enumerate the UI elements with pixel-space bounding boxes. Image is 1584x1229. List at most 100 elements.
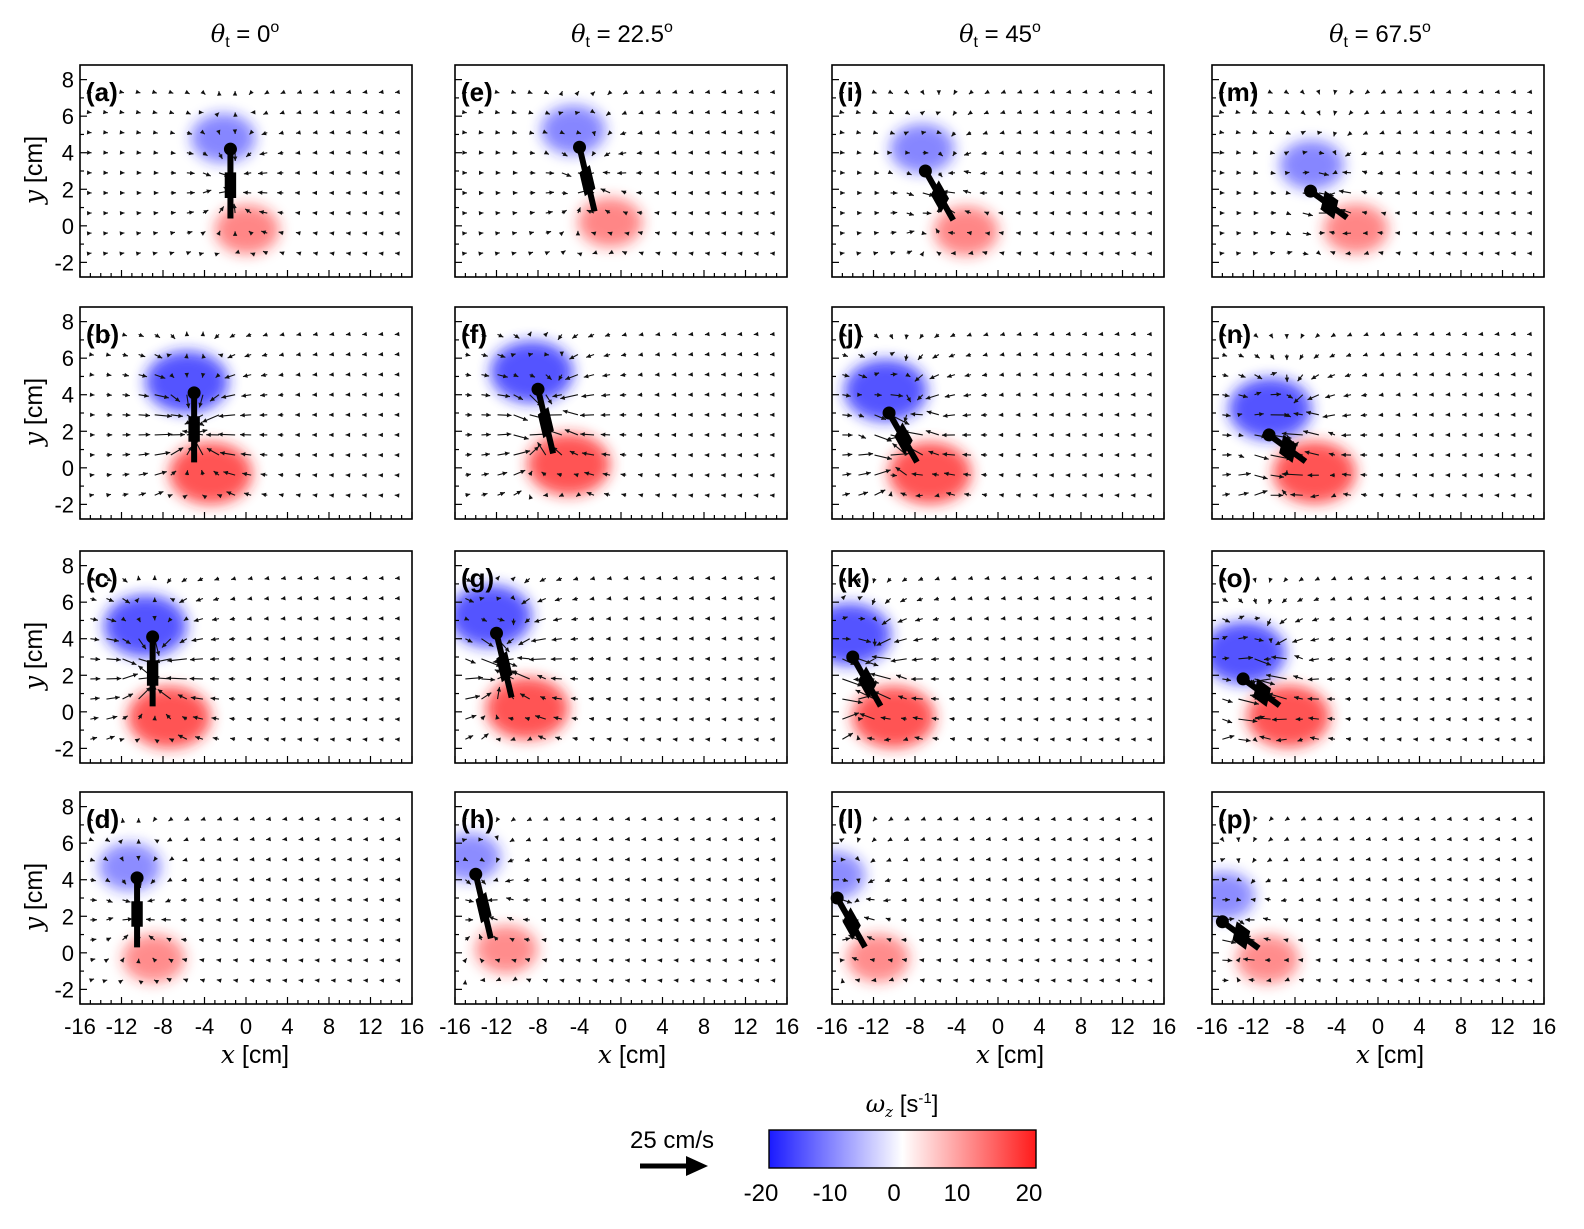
y-tick-label: 0 bbox=[62, 214, 74, 239]
velocity-vector-head bbox=[481, 332, 487, 337]
velocity-vector-head bbox=[559, 129, 565, 134]
velocity-vector-head bbox=[232, 203, 237, 209]
velocity-vector-head bbox=[395, 210, 400, 216]
velocity-vector-head bbox=[656, 676, 661, 682]
velocity-vector-head bbox=[282, 836, 288, 842]
velocity-vector-head bbox=[330, 696, 335, 702]
velocity-vector-head bbox=[125, 392, 130, 398]
velocity-vector-head bbox=[689, 897, 695, 902]
velocity-vector-head bbox=[347, 978, 352, 983]
velocity-vector-head bbox=[478, 170, 484, 175]
x-tick-label: 8 bbox=[323, 1014, 335, 1039]
velocity-vector-head bbox=[1017, 109, 1022, 115]
velocity-vector-head bbox=[967, 636, 972, 641]
velocity-vector-head bbox=[654, 150, 660, 155]
velocity-vector-head bbox=[184, 372, 189, 378]
vorticity-field bbox=[490, 340, 611, 496]
velocity-vector-head bbox=[575, 857, 581, 862]
axis-ticks bbox=[831, 79, 1165, 277]
panel-l: (l)-16 -12 -8 -4 0 4 8 12 16 bbox=[816, 791, 1176, 1039]
velocity-vector-head bbox=[910, 412, 916, 417]
velocity-vector-head bbox=[217, 91, 222, 96]
velocity-vector-head bbox=[1130, 331, 1136, 337]
x-tick-label: 4 bbox=[656, 1014, 668, 1039]
velocity-vector-head bbox=[847, 733, 853, 738]
velocity-vector-head bbox=[1082, 676, 1088, 682]
velocity-vector-head bbox=[559, 958, 565, 963]
velocity-vector-head bbox=[673, 877, 679, 882]
velocity-vector-head bbox=[706, 897, 711, 902]
velocity-vector-head bbox=[89, 452, 95, 458]
velocity-vector-head bbox=[900, 492, 906, 497]
velocity-vector-head bbox=[606, 616, 612, 621]
velocity-vector-head bbox=[1050, 857, 1056, 862]
velocity-vector-head bbox=[898, 393, 904, 398]
velocity-vector-head bbox=[737, 656, 743, 661]
velocity-vector-head bbox=[754, 897, 760, 902]
velocity-vector-head bbox=[206, 189, 212, 194]
velocity-vector-head bbox=[769, 352, 775, 357]
velocity-vector-head bbox=[963, 393, 969, 398]
velocity-vector-head bbox=[621, 110, 627, 115]
velocity-vector-head bbox=[264, 737, 269, 742]
velocity-vector-head bbox=[983, 110, 989, 115]
velocity-vector-head bbox=[218, 353, 224, 358]
velocity-vector-head bbox=[854, 897, 860, 903]
velocity-vector-head bbox=[984, 575, 990, 581]
velocity-vector-head bbox=[1114, 392, 1120, 397]
velocity-vector-head bbox=[721, 452, 726, 458]
velocity-vector-head bbox=[706, 937, 711, 943]
panel-label: (f) bbox=[461, 319, 487, 349]
x-tick-label: 8 bbox=[698, 1014, 710, 1039]
velocity-vector-head bbox=[623, 596, 629, 601]
velocity-vector-head bbox=[1098, 109, 1104, 115]
velocity-vector-head bbox=[1098, 190, 1104, 196]
body-plate bbox=[496, 650, 513, 683]
velocity-vector-head bbox=[1147, 616, 1152, 621]
velocity-vector-head bbox=[362, 231, 368, 236]
velocity-vector-head bbox=[932, 616, 938, 622]
velocity-vector-head bbox=[966, 696, 972, 702]
velocity-vector-head bbox=[770, 717, 775, 722]
velocity-vector-head bbox=[524, 618, 530, 623]
velocity-vector-head bbox=[1147, 937, 1153, 943]
velocity-vector-head bbox=[1017, 89, 1023, 94]
velocity-vector-head bbox=[259, 412, 265, 418]
velocity-vector-head bbox=[495, 130, 500, 135]
velocity-vector-head bbox=[1098, 636, 1104, 641]
velocity-vector-head bbox=[1082, 493, 1087, 498]
velocity-vector-head bbox=[737, 170, 743, 175]
velocity-vector-head bbox=[136, 170, 142, 175]
velocity-vector-head bbox=[295, 432, 300, 438]
velocity-vector-head bbox=[312, 493, 318, 498]
panel-e: (e) bbox=[454, 64, 788, 278]
velocity-vector-head bbox=[462, 211, 467, 216]
velocity-vector-head bbox=[168, 89, 174, 94]
velocity-vector-head bbox=[936, 917, 941, 923]
flapping-body bbox=[918, 164, 956, 222]
velocity-vector-head bbox=[495, 816, 501, 822]
velocity-vector-head bbox=[542, 129, 548, 134]
velocity-vector-head bbox=[754, 857, 760, 862]
velocity-vector-head bbox=[461, 818, 467, 824]
vorticity-blob bbox=[169, 442, 253, 505]
velocity-vector-head bbox=[942, 413, 948, 418]
velocity-vector-head bbox=[754, 89, 759, 95]
velocity-vector-head bbox=[280, 676, 286, 682]
velocity-vector-head bbox=[1066, 737, 1071, 742]
velocity-vector-head bbox=[103, 130, 108, 135]
velocity-vector-head bbox=[134, 738, 140, 743]
velocity-vector-head bbox=[621, 332, 627, 337]
velocity-vector-head bbox=[969, 877, 975, 882]
velocity-vector-head bbox=[900, 597, 906, 602]
velocity-vector-head bbox=[936, 129, 942, 135]
velocity-vector-head bbox=[199, 129, 205, 135]
velocity-vector-head bbox=[909, 230, 915, 235]
velocity-vector-head bbox=[1147, 190, 1152, 196]
velocity-vector-head bbox=[478, 130, 484, 135]
velocity-vector-head bbox=[378, 190, 384, 196]
velocity-vector-head bbox=[1049, 493, 1055, 498]
velocity-vector-head bbox=[378, 656, 384, 661]
velocity-vector-head bbox=[153, 190, 159, 196]
